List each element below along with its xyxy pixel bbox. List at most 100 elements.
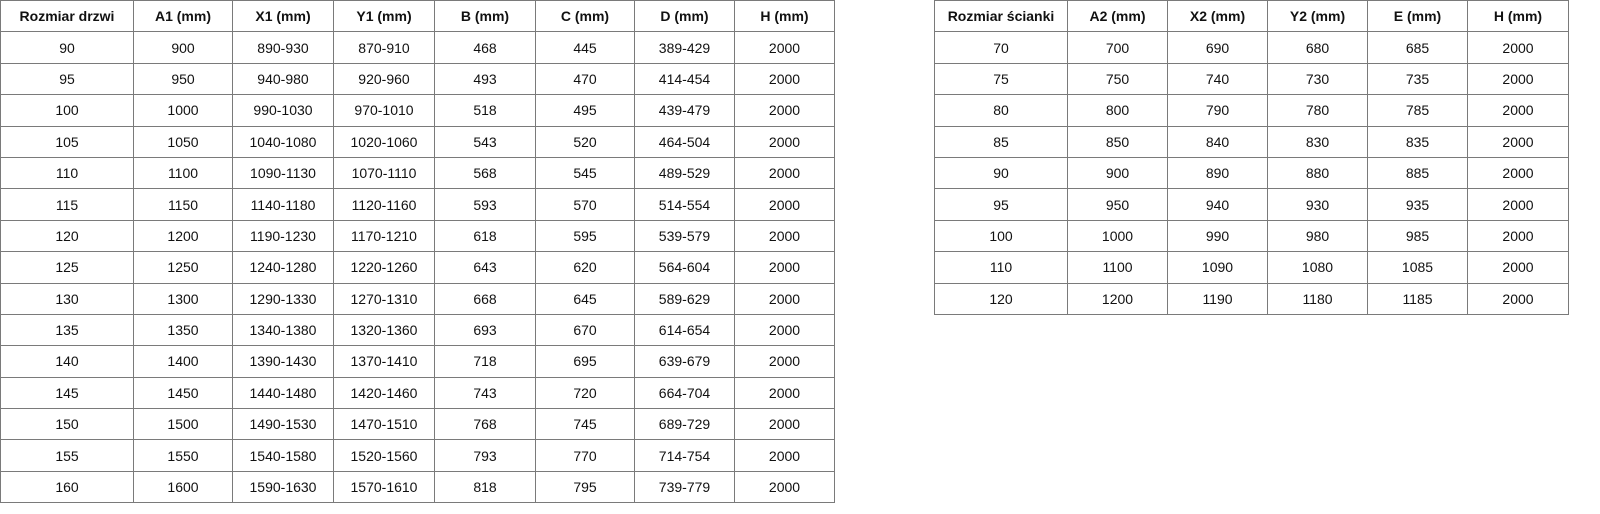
table-cell: 1000 xyxy=(1067,219,1168,253)
table-cell: 689-729 xyxy=(634,408,735,441)
table-cell: 589-629 xyxy=(634,282,735,315)
table-cell: 464-504 xyxy=(634,125,735,158)
table-cell: 125 xyxy=(0,251,134,284)
table-row: 80 800 790 780 785 2000 xyxy=(934,94,1569,127)
table-cell: 1550 xyxy=(133,439,233,472)
table-cell: 870-910 xyxy=(333,31,435,64)
table-cell: 2000 xyxy=(734,470,835,504)
table-cell: 2000 xyxy=(734,376,835,410)
table-row: 95 950 940-980 920-960 493 470 414-454 2000 xyxy=(0,62,835,96)
table-cell: 940-980 xyxy=(232,62,334,96)
table-cell: 439-479 xyxy=(634,94,735,127)
table-row: 110 1100 1090-1130 1070-1110 568 545 489-529 20… xyxy=(0,156,835,190)
table-cell: 520 xyxy=(535,125,635,158)
table-cell: 680 xyxy=(1267,31,1368,64)
table-cell: 1250 xyxy=(133,251,233,284)
table-cell: 940 xyxy=(1167,188,1268,221)
table-cell: 595 xyxy=(535,219,635,253)
table-cell: 1490-1530 xyxy=(232,408,334,441)
table-row: 145 1450 1440-1480 1420-1460 743 720 664-704 20… xyxy=(0,376,835,410)
table-cell: 970-1010 xyxy=(333,94,435,127)
table-cell: 790 xyxy=(1167,94,1268,127)
table-cell: 840 xyxy=(1167,125,1268,158)
column-header: X2 (mm) xyxy=(1167,0,1268,33)
table-cell: 2000 xyxy=(734,62,835,96)
table-cell: 785 xyxy=(1367,94,1468,127)
table-cell: 100 xyxy=(0,94,134,127)
table-cell: 1390-1430 xyxy=(232,345,334,378)
table-row: 75 750 740 730 735 2000 xyxy=(934,62,1569,96)
table-cell: 1290-1330 xyxy=(232,282,334,315)
table-cell: 880 xyxy=(1267,156,1368,190)
table-cell: 2000 xyxy=(734,313,835,347)
table-cell: 90 xyxy=(934,156,1068,190)
table-cell: 414-454 xyxy=(634,62,735,96)
table-row: 120 1200 1190 1180 1185 2000 xyxy=(934,282,1569,315)
table-cell: 668 xyxy=(434,282,536,315)
table-cell: 1070-1110 xyxy=(333,156,435,190)
table-cell: 2000 xyxy=(1467,62,1569,96)
table-cell: 793 xyxy=(434,439,536,472)
table-cell: 1350 xyxy=(133,313,233,347)
table-cell: 90 xyxy=(0,31,134,64)
table-cell: 1170-1210 xyxy=(333,219,435,253)
table-cell: 1370-1410 xyxy=(333,345,435,378)
table-cell: 389-429 xyxy=(634,31,735,64)
table-row: 90 900 890 880 885 2000 xyxy=(934,156,1569,190)
table-cell: 990-1030 xyxy=(232,94,334,127)
table-cell: 1185 xyxy=(1367,282,1468,315)
table-cell: 950 xyxy=(1067,188,1168,221)
table-cell: 85 xyxy=(934,125,1068,158)
table-cell: 140 xyxy=(0,345,134,378)
table-cell: 620 xyxy=(535,251,635,284)
table-row: 100 1000 990-1030 970-1010 518 495 439-479 2000 xyxy=(0,94,835,127)
table-cell: 1320-1360 xyxy=(333,313,435,347)
column-header: Rozmiar drzwi xyxy=(0,0,134,33)
table-row: 160 1600 1590-1630 1570-1610 818 795 739-779 20… xyxy=(0,470,835,504)
table-cell: 2000 xyxy=(734,219,835,253)
table-cell: 1000 xyxy=(133,94,233,127)
table-cell: 2000 xyxy=(734,282,835,315)
table-row: 130 1300 1290-1330 1270-1310 668 645 589-629 20… xyxy=(0,282,835,315)
column-header: C (mm) xyxy=(535,0,635,33)
table-cell: 70 xyxy=(934,31,1068,64)
table-cell: 1270-1310 xyxy=(333,282,435,315)
table-cell: 780 xyxy=(1267,94,1368,127)
table-cell: 1400 xyxy=(133,345,233,378)
column-header: Y2 (mm) xyxy=(1267,0,1368,33)
table-cell: 985 xyxy=(1367,219,1468,253)
table-cell: 95 xyxy=(0,62,134,96)
table-cell: 2000 xyxy=(1467,251,1569,284)
table-cell: 1150 xyxy=(133,188,233,221)
table-cell: 900 xyxy=(133,31,233,64)
column-header: Rozmiar ścianki xyxy=(934,0,1068,33)
column-header: H (mm) xyxy=(1467,0,1569,33)
table-cell: 670 xyxy=(535,313,635,347)
table-cell: 930 xyxy=(1267,188,1368,221)
table-cell: 720 xyxy=(535,376,635,410)
table-row: 115 1150 1140-1180 1120-1160 593 570 514-554 20… xyxy=(0,188,835,221)
table-cell: 105 xyxy=(0,125,134,158)
table-cell: 890-930 xyxy=(232,31,334,64)
table-cell: 1600 xyxy=(133,470,233,504)
table-cell: 568 xyxy=(434,156,536,190)
door-size-table: Rozmiar drzwi A1 (mm) X1 (mm) Y1 (mm) B (mm)… xyxy=(0,0,835,504)
table-cell: 645 xyxy=(535,282,635,315)
table-row: 95 950 940 930 935 2000 xyxy=(934,188,1569,221)
column-header: A2 (mm) xyxy=(1067,0,1168,33)
table-cell: 445 xyxy=(535,31,635,64)
table-cell: 830 xyxy=(1267,125,1368,158)
table-cell: 1200 xyxy=(133,219,233,253)
table-cell: 745 xyxy=(535,408,635,441)
table-cell: 1500 xyxy=(133,408,233,441)
table-cell: 1180 xyxy=(1267,282,1368,315)
table-cell: 639-679 xyxy=(634,345,735,378)
column-header: D (mm) xyxy=(634,0,735,33)
table-row: 150 1500 1490-1530 1470-1510 768 745 689-729 20… xyxy=(0,408,835,441)
table-cell: 110 xyxy=(934,251,1068,284)
table-cell: 1090 xyxy=(1167,251,1268,284)
table-cell: 2000 xyxy=(1467,94,1569,127)
table-cell: 935 xyxy=(1367,188,1468,221)
table-cell: 150 xyxy=(0,408,134,441)
table-cell: 1085 xyxy=(1367,251,1468,284)
